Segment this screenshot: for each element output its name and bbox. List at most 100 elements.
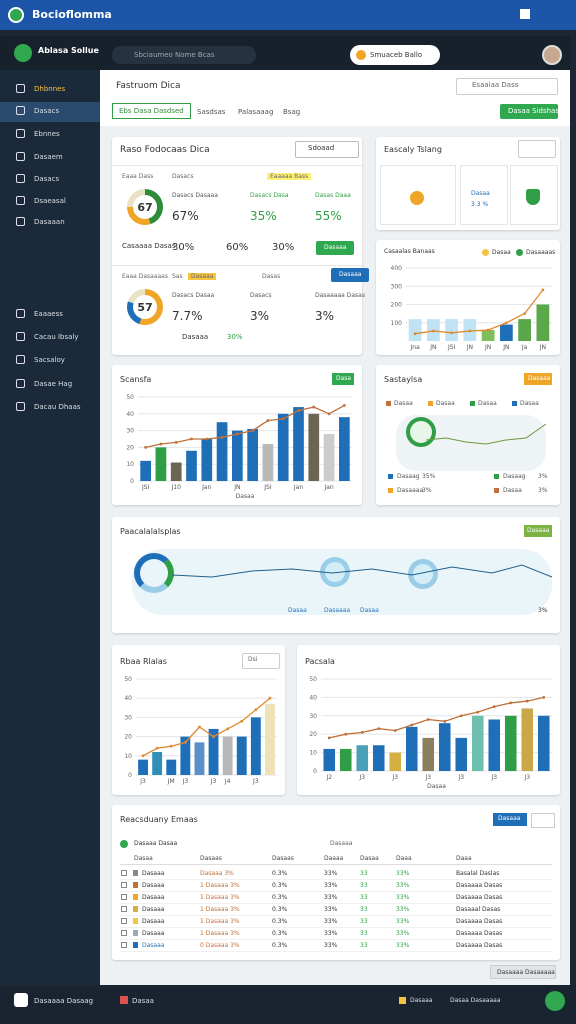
chart: 100 200 300 400 Jna JN JSI JN JN JN Ja JN	[391, 265, 552, 351]
x-axis-label: Dasaa	[427, 783, 446, 790]
section-button[interactable]: Dasaaa	[331, 268, 369, 282]
select[interactable]	[295, 141, 359, 158]
filter-label: Dasaaa Dasaa	[134, 840, 178, 847]
row-label: Dasaag	[503, 473, 526, 480]
table-cell: 0 Dasaaa 3%	[200, 942, 240, 949]
x-tick-label: J3	[523, 774, 530, 781]
line-point	[144, 446, 148, 449]
bar	[247, 428, 258, 481]
x-tick-label: Jna	[410, 344, 421, 351]
bar	[537, 715, 550, 771]
tab[interactable]: Sasdsas	[197, 108, 226, 116]
sidebar-item[interactable]: Sacsaloy	[34, 356, 65, 364]
line-point	[541, 288, 545, 292]
legend-label: Dasaa	[478, 400, 497, 407]
table-cell: 33%	[396, 906, 410, 913]
row-checkbox[interactable]	[121, 942, 127, 948]
insight-card: Paacalalalsplas Dasaaa Dasaa Dasaaaa Dasaa 3%	[112, 517, 560, 633]
donut-segment	[127, 189, 163, 225]
row-checkbox[interactable]	[121, 882, 127, 888]
footer-button[interactable]: Dasaaaa Dasaaaaa	[490, 965, 556, 979]
section-header: Eaaaaa Bass	[267, 173, 312, 180]
tab[interactable]: Bsag	[283, 108, 301, 116]
legend-label: Dasaa	[394, 400, 413, 407]
line-point	[198, 725, 201, 729]
row-icon	[133, 930, 138, 936]
badge[interactable]: Dasa	[332, 373, 354, 385]
footer-text: 30%	[272, 242, 295, 253]
bar	[405, 726, 418, 771]
line-point	[254, 708, 258, 712]
sidebar-item[interactable]: Dasacs	[34, 175, 60, 183]
y-tick-label: 400	[391, 265, 403, 272]
card-title: Pacsala	[305, 657, 335, 666]
bar	[499, 324, 513, 341]
map-marker	[406, 417, 436, 447]
badge[interactable]: Dasaaa	[524, 525, 552, 537]
sidebar-item[interactable]: Dhbnnes	[34, 85, 66, 93]
table-button[interactable]: Dasaaa	[493, 813, 527, 826]
chart: 0 10 20 30 40 50 JSI J10 Jan JN JSI Jan Jan Dasaa	[126, 394, 352, 500]
avatar[interactable]	[542, 45, 562, 65]
sidebar-item[interactable]: Dasaem	[34, 153, 63, 161]
line-point	[360, 730, 364, 734]
status-icon	[399, 997, 406, 1004]
row-checkbox[interactable]	[121, 918, 127, 924]
x-tick-label: J3	[358, 774, 365, 781]
line-point	[542, 696, 546, 699]
table-option[interactable]	[531, 813, 555, 828]
tab[interactable]: Ebs Dasa Dasdsed	[112, 103, 191, 119]
sidebar-item[interactable]: Dasaaan	[34, 218, 65, 226]
bar	[481, 330, 495, 341]
sidebar-item[interactable]: Ebnnes	[34, 130, 60, 138]
sidebar-item[interactable]: Dasacs	[34, 107, 60, 115]
account-pill[interactable]	[350, 45, 440, 65]
x-tick-label: JSI	[141, 484, 150, 491]
sidebar-item[interactable]: Dsaeasal	[34, 197, 66, 205]
row-checkbox[interactable]	[121, 930, 127, 936]
y-tick-label: 40	[309, 694, 317, 701]
select[interactable]	[518, 140, 556, 158]
table-cell: 33%	[324, 882, 338, 889]
page-search[interactable]	[456, 78, 558, 95]
card-title: Scansfa	[120, 375, 152, 384]
line-point	[251, 429, 255, 432]
row-value: 35%	[422, 473, 436, 480]
column-header: Dasaas	[272, 855, 294, 862]
table-cell: 33%	[324, 918, 338, 925]
window-controls[interactable]	[520, 9, 530, 19]
line-point	[523, 312, 527, 316]
metric-label: Dasaaaaa Dasas	[315, 292, 365, 299]
row-icon	[133, 870, 138, 876]
sidebar-item[interactable]: Cacau Ibsaly	[34, 333, 79, 341]
primary-button[interactable]	[500, 104, 558, 119]
row-label: Dasaag	[397, 473, 420, 480]
status-button[interactable]	[545, 991, 565, 1011]
card-title: Eascaly Tslang	[384, 145, 442, 154]
select[interactable]	[242, 653, 280, 669]
row-label: Dasaa	[503, 487, 522, 494]
bar	[372, 745, 385, 771]
row-rule	[120, 915, 552, 916]
legend-label: Dasaa	[492, 249, 511, 256]
sidebar-item[interactable]: Eaaaess	[34, 310, 63, 318]
sidebar-item[interactable]: Dacau Dhaas	[34, 403, 81, 411]
row-checkbox[interactable]	[121, 894, 127, 900]
line-point	[342, 404, 346, 407]
table-cell: Dasaaaa Dasas	[456, 918, 503, 925]
table-cell: 33	[360, 894, 368, 901]
row-checkbox[interactable]	[121, 906, 127, 912]
tab[interactable]: Palasaaag	[238, 108, 274, 116]
search-box[interactable]	[112, 46, 256, 64]
sidebar-item[interactable]: Dasae Hag	[34, 380, 73, 388]
trend-line	[329, 696, 544, 739]
bar	[152, 751, 163, 775]
badge[interactable]: Dasaaa	[524, 373, 552, 385]
section-button[interactable]: Dasaaa	[316, 241, 354, 255]
y-tick-label: 10	[309, 750, 317, 757]
bar	[518, 319, 532, 341]
x-tick-label: JSI	[447, 344, 456, 351]
bar	[201, 439, 213, 481]
row-checkbox[interactable]	[121, 870, 127, 876]
scans-card: Scansfa Dasa 0 10 20 30 40 50 JSI J10 Jan JN JSI Jan J…	[112, 365, 362, 505]
